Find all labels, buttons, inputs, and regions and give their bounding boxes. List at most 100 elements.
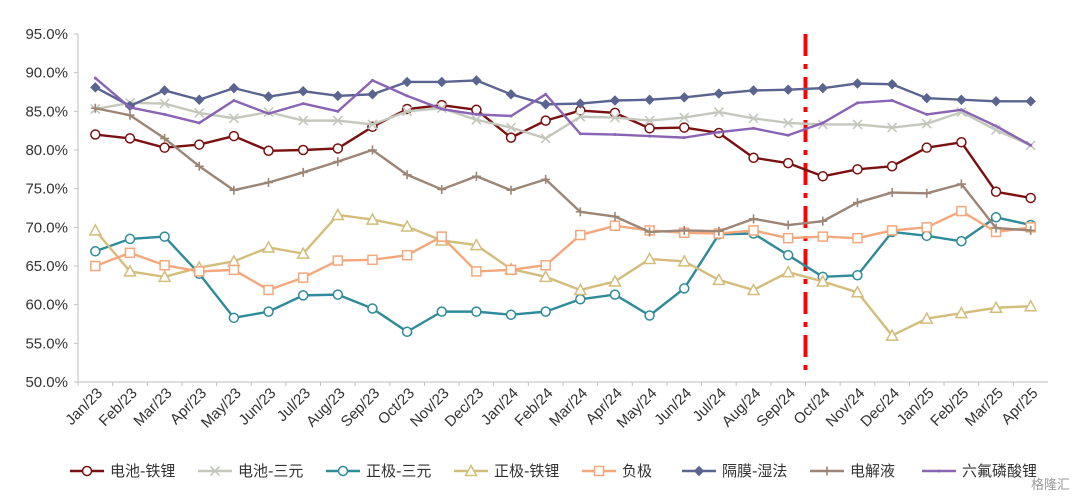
data-point [505, 89, 517, 100]
x-tick-label: Sep/23 [338, 385, 384, 431]
data-point [160, 133, 170, 143]
data-point [90, 260, 101, 272]
data-point [782, 232, 794, 244]
data-point [575, 207, 585, 217]
legend-item: 电池-三元 [198, 462, 303, 480]
data-point [90, 129, 101, 140]
data-point [159, 98, 170, 109]
legend-label: 隔膜-湿法 [722, 462, 787, 480]
legend-label: 电池-三元 [238, 462, 303, 480]
data-point [956, 205, 967, 217]
data-point [748, 152, 759, 163]
data-point [608, 274, 622, 287]
data-point [573, 282, 588, 296]
data-point [263, 91, 274, 102]
data-point [782, 157, 794, 169]
data-point [540, 306, 551, 317]
data-point [919, 311, 934, 324]
data-point [822, 466, 832, 476]
data-point [679, 225, 689, 235]
data-point [440, 107, 444, 111]
data-point [852, 119, 863, 130]
data-point [263, 284, 274, 296]
data-point [852, 198, 862, 208]
data-point [994, 124, 998, 128]
data-point [1026, 225, 1036, 235]
y-tick-label: 95.0% [25, 26, 68, 43]
data-point [400, 219, 414, 232]
data-point [782, 249, 794, 261]
data-point [677, 254, 692, 267]
data-point [852, 78, 863, 89]
data-point [954, 306, 969, 319]
data-point [990, 212, 1002, 223]
data-point [886, 160, 898, 172]
data-point [469, 238, 484, 251]
data-point [297, 86, 309, 97]
data-point [228, 82, 240, 94]
x-tick-label: Apr/25 [998, 385, 1041, 428]
data-point [229, 185, 239, 195]
data-point [93, 76, 97, 80]
y-axis: 50.0% 55.0% 60.0% 65.0% 70.0% 75.0% 80.0% 85.0%… [25, 26, 79, 391]
data-point [644, 115, 655, 126]
data-point [505, 132, 517, 143]
data-point [464, 463, 478, 477]
data-point [714, 226, 724, 236]
data-point [228, 264, 240, 276]
data-point [540, 133, 551, 144]
data-point [506, 185, 516, 195]
legend: 电池-铁锂 电池-三元 正极-三元 正极-铁锂 负极 隔膜-湿法 电解液 六氟磷酸锂 [70, 462, 1037, 480]
data-point [852, 232, 863, 244]
legend-item: 正极-铁锂 [454, 462, 559, 480]
data-point [194, 107, 205, 118]
y-tick-label: 80.0% [25, 142, 68, 159]
data-point [296, 246, 310, 259]
data-point [332, 115, 343, 126]
data-point [921, 118, 932, 129]
data-point [712, 272, 726, 286]
data-point [540, 99, 551, 110]
data-point [505, 122, 517, 133]
data-point [679, 112, 690, 123]
data-point [1029, 143, 1033, 147]
data-point [921, 92, 932, 104]
data-point [367, 89, 378, 100]
data-point [365, 212, 380, 225]
y-tick-label: 90.0% [25, 65, 68, 82]
legend-item: 电解液 [810, 462, 895, 480]
data-point [989, 300, 1003, 314]
legend-label: 电池-铁锂 [110, 462, 175, 480]
y-tick-label: 60.0% [25, 297, 68, 314]
data-point [402, 170, 412, 180]
legend-item: 电池-铁锂 [70, 462, 175, 480]
data-point [123, 264, 137, 277]
series-line [94, 77, 1032, 147]
data-point [956, 94, 967, 105]
data-point [748, 225, 759, 236]
y-tick-label: 65.0% [25, 258, 68, 275]
data-point [748, 113, 759, 124]
data-point [786, 133, 790, 137]
data-point [713, 88, 725, 99]
data-point [81, 465, 93, 477]
data-point [922, 188, 932, 198]
data-point [642, 251, 657, 265]
data-point [261, 240, 276, 253]
data-point [331, 207, 345, 221]
data-point [337, 465, 349, 477]
data-point [436, 306, 447, 317]
data-point [575, 294, 586, 305]
data-point [855, 101, 859, 105]
x-tick-label: Mar/23 [130, 385, 175, 430]
series-line [94, 209, 1031, 292]
legend-item: 隔膜-湿法 [682, 462, 787, 480]
data-point [609, 95, 621, 106]
data-point [124, 233, 136, 245]
legend-label: 电解液 [850, 462, 895, 480]
data-point [679, 122, 690, 133]
data-point [194, 139, 205, 150]
series-line [95, 107, 1031, 234]
series-line [94, 213, 1031, 337]
data-point [124, 247, 136, 259]
